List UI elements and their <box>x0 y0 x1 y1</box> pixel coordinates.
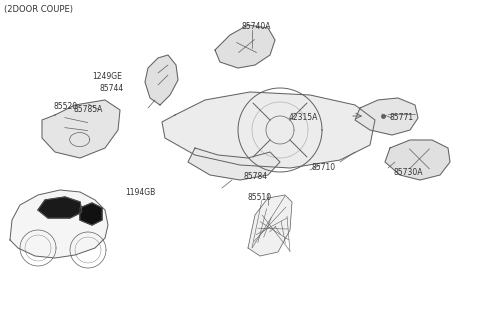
Text: 85744: 85744 <box>99 84 123 93</box>
Text: 1249GE: 1249GE <box>92 72 122 81</box>
Polygon shape <box>42 100 120 158</box>
Polygon shape <box>248 195 292 256</box>
Polygon shape <box>10 190 108 258</box>
Polygon shape <box>215 25 275 68</box>
Text: 85771: 85771 <box>390 113 414 122</box>
Polygon shape <box>385 140 450 180</box>
Text: 85785A: 85785A <box>74 105 103 114</box>
Text: 85784: 85784 <box>243 172 267 181</box>
Text: 1194GB: 1194GB <box>125 188 155 197</box>
Text: 85510: 85510 <box>248 193 272 202</box>
Polygon shape <box>38 197 82 218</box>
Polygon shape <box>145 55 178 105</box>
Polygon shape <box>162 92 375 168</box>
Polygon shape <box>355 98 418 135</box>
Text: 42315A: 42315A <box>289 113 318 122</box>
Text: 85740A: 85740A <box>242 22 272 31</box>
Text: 85730A: 85730A <box>393 168 422 177</box>
Text: 85710: 85710 <box>312 163 336 172</box>
Polygon shape <box>188 148 280 180</box>
Polygon shape <box>80 203 102 225</box>
Text: 85520: 85520 <box>54 102 78 111</box>
Text: (2DOOR COUPE): (2DOOR COUPE) <box>4 5 73 14</box>
